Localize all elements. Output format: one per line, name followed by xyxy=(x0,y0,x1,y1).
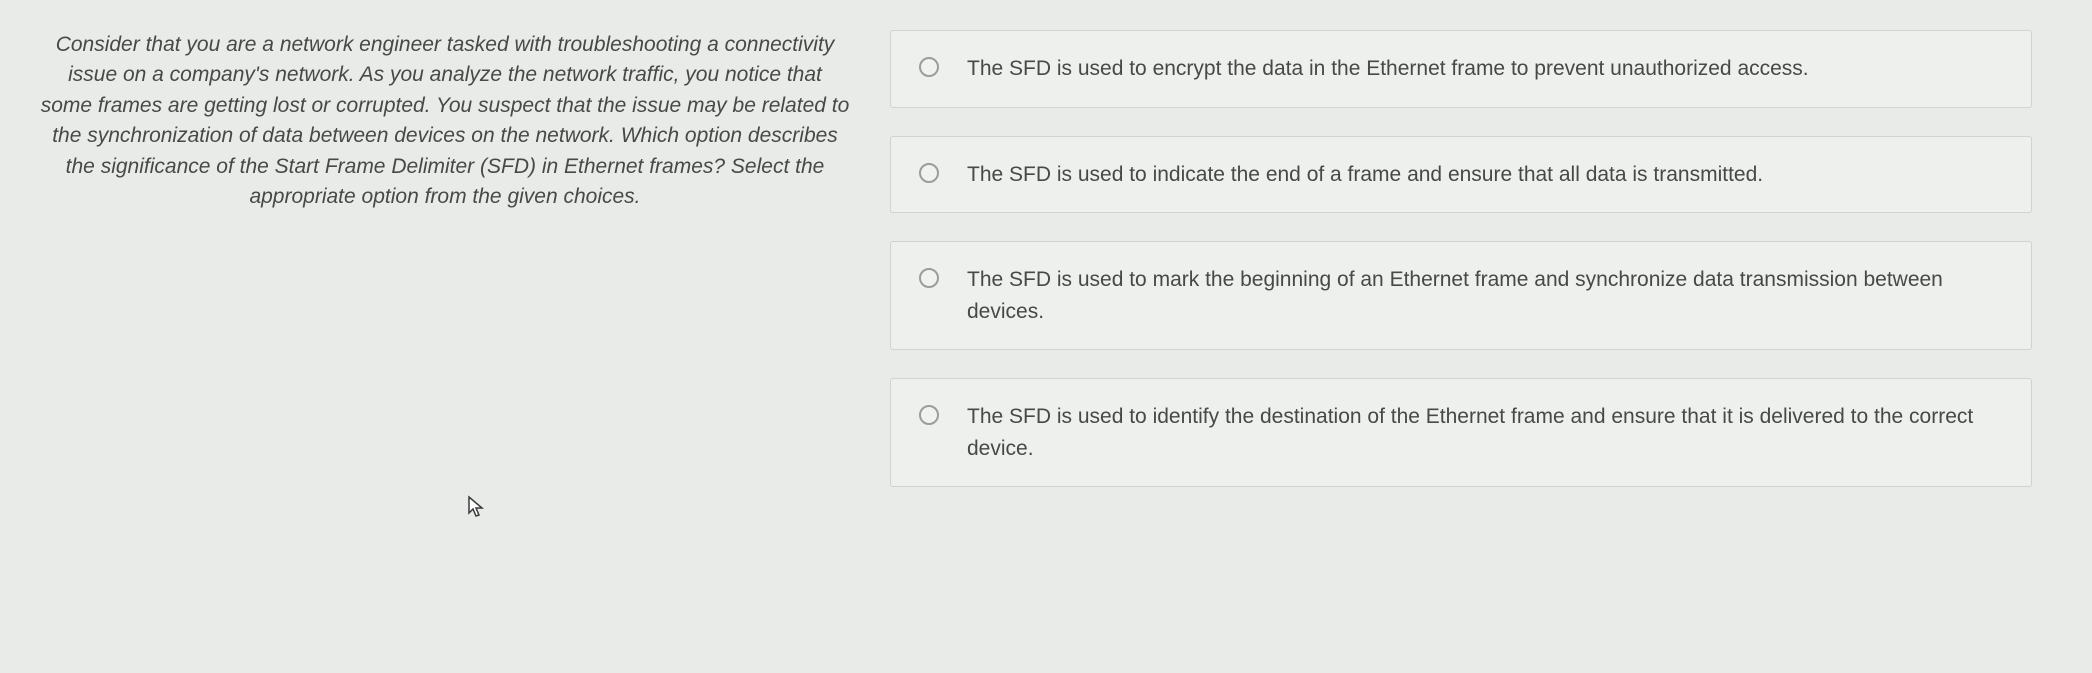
question-text: Consider that you are a network engineer… xyxy=(40,30,850,213)
radio-icon xyxy=(919,57,939,77)
option-text: The SFD is used to indicate the end of a… xyxy=(967,159,1763,191)
option-2[interactable]: The SFD is used to indicate the end of a… xyxy=(890,136,2032,214)
option-1[interactable]: The SFD is used to encrypt the data in t… xyxy=(890,30,2032,108)
question-panel: Consider that you are a network engineer… xyxy=(20,30,890,643)
cursor-icon xyxy=(467,495,485,526)
radio-icon xyxy=(919,163,939,183)
option-text: The SFD is used to identify the destinat… xyxy=(967,401,2003,464)
radio-icon xyxy=(919,268,939,288)
option-text: The SFD is used to encrypt the data in t… xyxy=(967,53,1809,85)
options-panel: The SFD is used to encrypt the data in t… xyxy=(890,30,2072,643)
radio-icon xyxy=(919,405,939,425)
option-4[interactable]: The SFD is used to identify the destinat… xyxy=(890,378,2032,487)
option-text: The SFD is used to mark the beginning of… xyxy=(967,264,2003,327)
option-3[interactable]: The SFD is used to mark the beginning of… xyxy=(890,241,2032,350)
